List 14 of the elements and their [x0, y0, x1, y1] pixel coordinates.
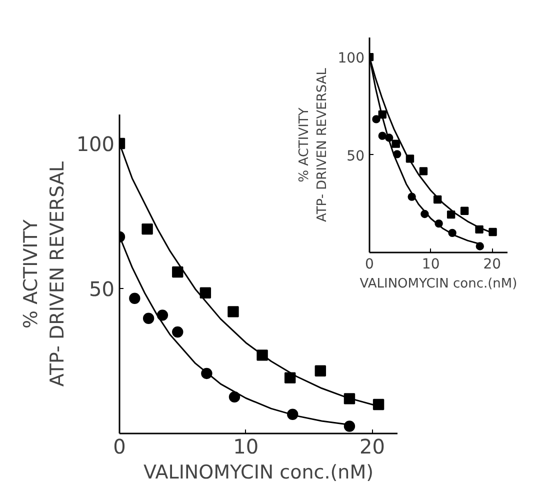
- x-tick-label: 20: [360, 434, 385, 458]
- y-tick-label: 100: [338, 50, 365, 67]
- y-axis-title: % ACTIVITY ATP- DRIVEN REVERSAL: [20, 161, 68, 387]
- x-tick-label: 0: [113, 434, 126, 458]
- x-axis-title: VALINOMYCIN conc.(nM): [360, 276, 518, 292]
- x-axis-title: VALINOMYCIN conc.(nM): [143, 462, 374, 484]
- x-tick-label: 0: [365, 256, 374, 272]
- x-tick-label: 20: [483, 256, 502, 272]
- y-axis-title: % ACTIVITY ATP- DRIVEN REVERSAL: [296, 67, 330, 222]
- x-tick-label: 10: [422, 256, 440, 272]
- y-tick-label: 100: [76, 132, 115, 156]
- x-tick-label: 10: [233, 434, 259, 458]
- y-tick-label: 50: [89, 277, 115, 301]
- y-tick-label: 50: [346, 148, 365, 164]
